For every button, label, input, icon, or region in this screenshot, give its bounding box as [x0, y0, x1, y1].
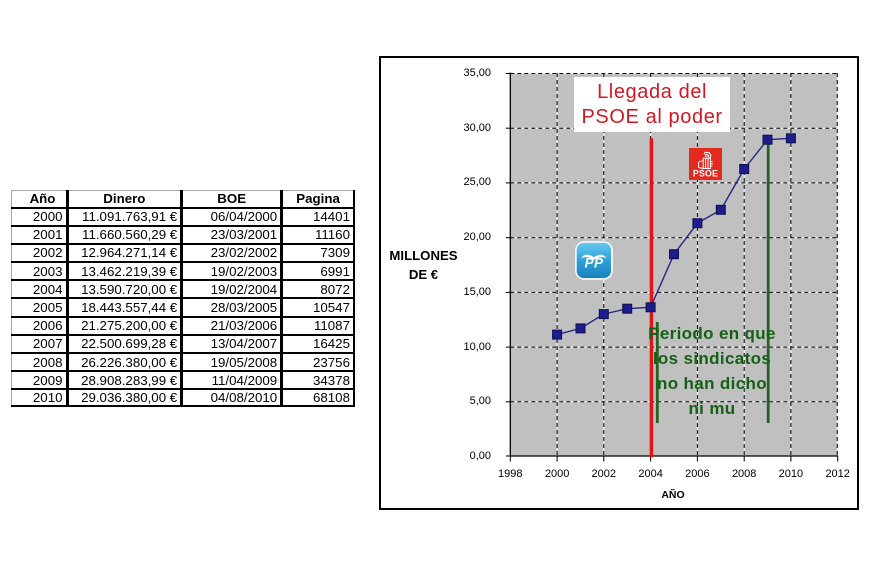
svg-text:PSOE: PSOE — [693, 168, 718, 178]
svg-text:PP: PP — [585, 256, 604, 271]
